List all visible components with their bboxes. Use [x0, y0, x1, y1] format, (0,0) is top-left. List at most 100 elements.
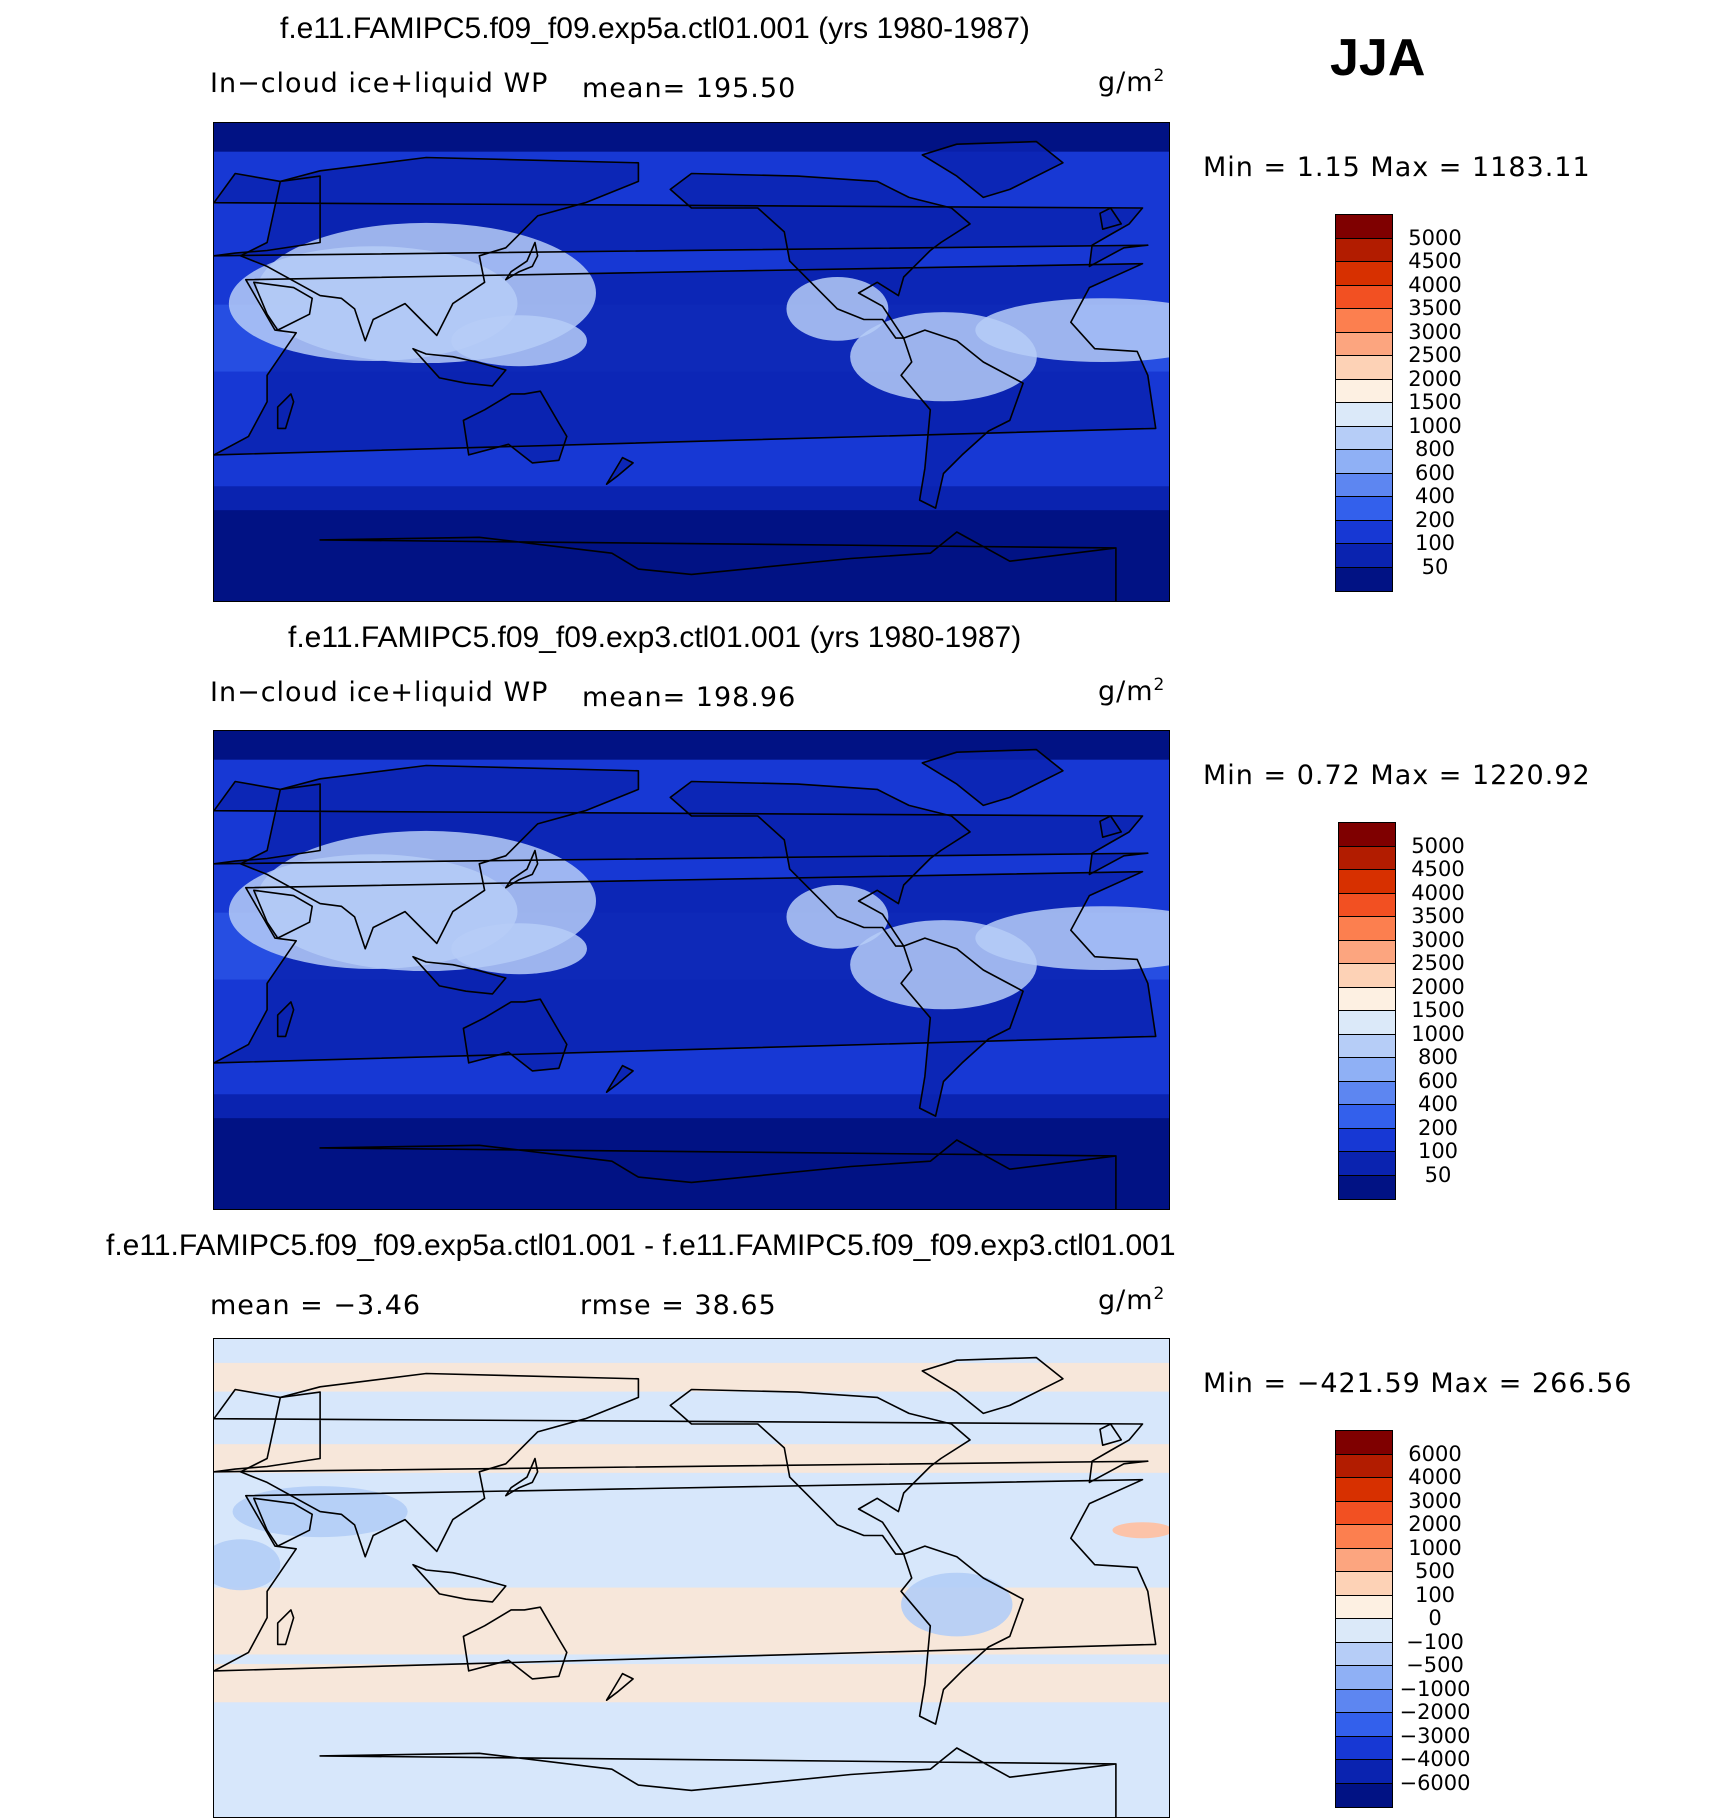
coastline-indonesia [412, 1563, 507, 1603]
panel-2-variable-label: In−cloud ice+liquid WP [210, 677, 549, 708]
coastline-australia [462, 1606, 568, 1680]
colorbar-tick-label: 4000 [1411, 880, 1465, 905]
colorbar-swatch [1336, 309, 1392, 333]
colorbar-swatch [1336, 1783, 1392, 1807]
colorbar-tick-label: −4000 [1399, 1747, 1471, 1771]
colorbar-swatch [1339, 1152, 1395, 1176]
colorbar-tick-label: 600 [1414, 460, 1456, 485]
coastline-uk [1099, 815, 1123, 838]
polar-band [214, 486, 1169, 511]
colorbar-tick-label: 2000 [1408, 1512, 1462, 1536]
coastline-japan [505, 241, 539, 281]
colorbar-tick-label: 400 [1414, 484, 1456, 508]
colorbar-swatch [1339, 1105, 1395, 1129]
colorbar-tick-label: 1000 [1408, 1535, 1462, 1560]
colorbar-tick-label: 4500 [1411, 857, 1465, 881]
colorbar-swatch [1336, 520, 1392, 544]
coastline-arabia [253, 889, 313, 939]
colorbar-swatch [1336, 1572, 1392, 1596]
colorbar-swatch [1336, 262, 1392, 286]
colorbar-tick-label: 200 [1414, 507, 1456, 532]
colorbar-swatch [1339, 893, 1395, 917]
negative-anomaly [214, 1539, 281, 1591]
colorbar-swatch [1339, 1081, 1395, 1105]
colorbar-tick-label: 500 [1414, 1559, 1456, 1583]
colorbar-tick-label: 600 [1417, 1068, 1459, 1093]
colorbar-tick-label: 2500 [1408, 343, 1462, 367]
coastline-north_america [669, 172, 971, 339]
colorbar-swatch [1336, 567, 1392, 591]
coastline-uk [1099, 207, 1123, 230]
colorbar-swatch [1339, 846, 1395, 870]
land-fill-greenland [922, 749, 1063, 806]
coastline-antarctica [319, 1139, 1117, 1209]
colorbar-tick-label: 2500 [1411, 951, 1465, 975]
colorbar-swatch [1336, 379, 1392, 403]
panel-3-minmax: Min = −421.59 Max = 266.56 [1203, 1368, 1633, 1399]
colorbar-swatch [1336, 403, 1392, 427]
coastline-north_america [669, 780, 971, 947]
map-canvas [214, 1339, 1169, 1817]
colorbar-swatch [1339, 940, 1395, 964]
coastline-europe [214, 172, 1149, 268]
coastline-nz [605, 456, 634, 485]
panel-3-units: g/m2 [1098, 1284, 1166, 1316]
panel-1-title: f.e11.FAMIPC5.f09_f09.exp5a.ctl01.001 (y… [280, 12, 1030, 45]
colorbar-swatch [1336, 1642, 1392, 1666]
map-canvas [214, 731, 1169, 1209]
colorbar-swatch [1336, 1736, 1392, 1760]
colorbar-tick-label: −3000 [1399, 1723, 1471, 1748]
colorbar-tick-label: 100 [1417, 1139, 1459, 1163]
colorbar-tick-label: 50 [1424, 1162, 1452, 1187]
coastline-madagascar [276, 393, 295, 430]
coastline-japan [505, 1457, 539, 1497]
colorbar-swatch [1336, 356, 1392, 380]
coastline-asia [239, 764, 640, 950]
colorbar-tick-label: −2000 [1399, 1700, 1471, 1724]
coastline-africa [214, 870, 1157, 1064]
coastline-europe [214, 1388, 1149, 1484]
land-fill-greenland [922, 141, 1063, 198]
coastline-indonesia [412, 347, 507, 387]
colorbar-tick-label: 1500 [1408, 390, 1462, 414]
panel-1-mean-label: mean= 195.50 [582, 73, 797, 104]
coastline-europe [214, 780, 1149, 876]
colorbar-swatch [1339, 870, 1395, 894]
colorbar-swatch [1339, 823, 1395, 847]
coastline-nz [605, 1672, 634, 1701]
coastline-madagascar [276, 1609, 295, 1646]
coastline-greenland [921, 1356, 1064, 1415]
colorbar-tick-label: 5000 [1408, 225, 1462, 250]
colorbar-swatch [1336, 1760, 1392, 1784]
colorbar-swatch [1339, 1034, 1395, 1058]
colorbar-swatch [1336, 332, 1392, 356]
colorbar-swatch [1336, 1478, 1392, 1502]
panel-1-minmax: Min = 1.15 Max = 1183.11 [1203, 152, 1591, 183]
land-fill-uk [1100, 816, 1122, 838]
positive-band [214, 1444, 1169, 1473]
coastline-antarctica [319, 531, 1117, 601]
colorbar-swatch [1336, 238, 1392, 262]
polar-band [214, 1113, 1169, 1209]
colorbar-swatch [1339, 1175, 1395, 1199]
colorbar-tick-label: 5000 [1411, 833, 1465, 858]
colorbar-swatch [1339, 1058, 1395, 1082]
panel-1-map [213, 122, 1170, 602]
colorbar-tick-label: −1000 [1399, 1676, 1471, 1701]
coastline-antarctica [319, 1747, 1117, 1817]
colorbar-tick-label: −6000 [1399, 1770, 1471, 1795]
coastline-nz [605, 1064, 634, 1093]
polar-band [214, 1094, 1169, 1119]
coastline-madagascar [276, 1001, 295, 1038]
colorbar-swatch [1339, 964, 1395, 988]
colorbar-tick-label: 3000 [1408, 1488, 1462, 1513]
coastline-greenland [921, 140, 1064, 199]
panel-2-title: f.e11.FAMIPC5.f09_f09.exp3.ctl01.001 (yr… [288, 621, 1022, 654]
negative-anomaly [901, 1572, 1013, 1637]
high-value-blob [451, 315, 587, 367]
polar-band [214, 505, 1169, 601]
panel-1-variable-label: In−cloud ice+liquid WP [210, 68, 549, 99]
positive-band [214, 1587, 1169, 1655]
colorbar-tick-label: 400 [1417, 1092, 1459, 1116]
colorbar-swatch [1336, 1501, 1392, 1525]
